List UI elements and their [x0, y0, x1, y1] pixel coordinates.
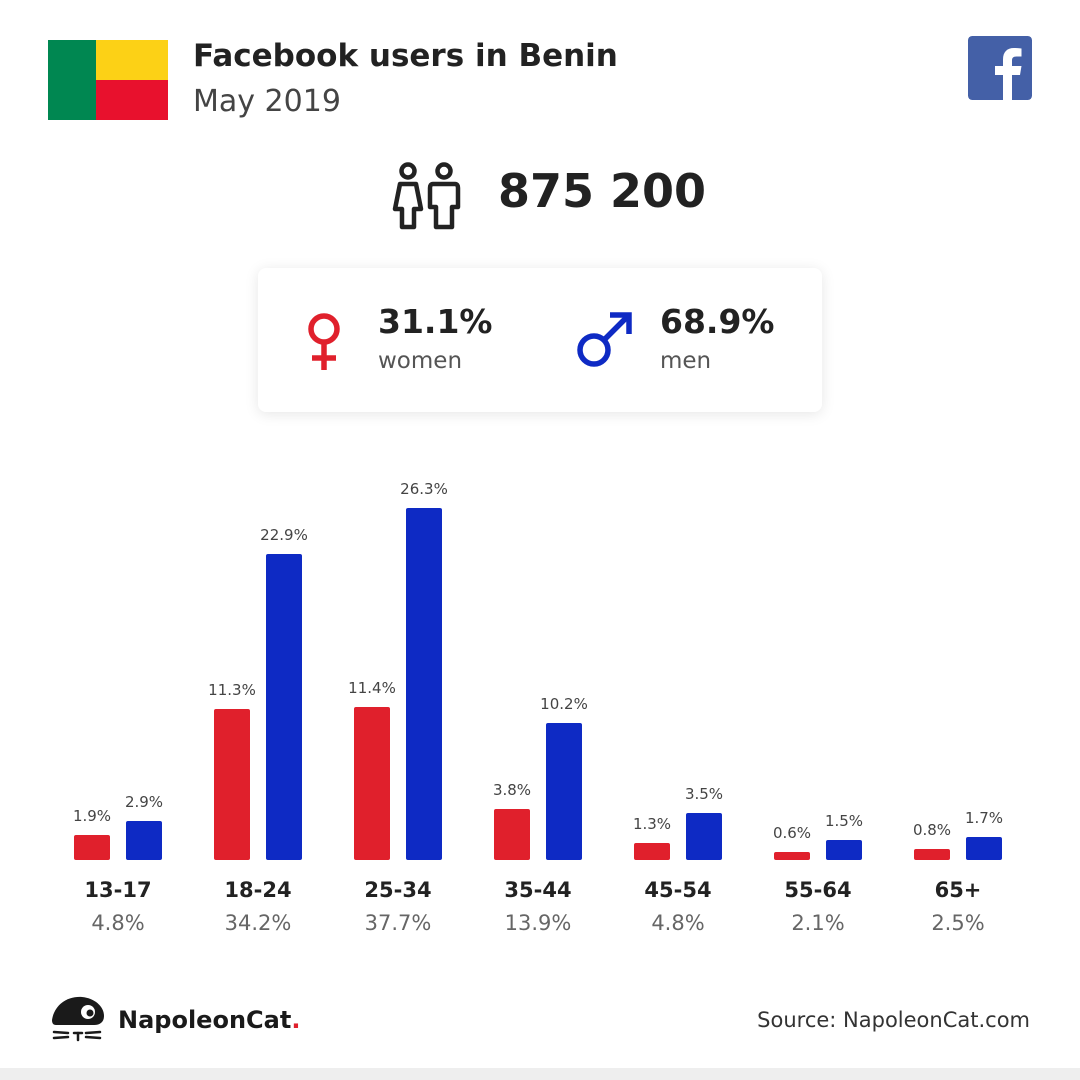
- brand-name: NapoleonCat: [118, 1006, 292, 1034]
- age-group-label: 55-64: [784, 878, 852, 902]
- bar-value-label: 0.8%: [912, 821, 952, 840]
- bar-value-label: 26.3%: [400, 480, 448, 498]
- bar-women-25-34: [354, 707, 390, 860]
- napoleoncat-wordmark: NapoleonCat.: [118, 1006, 300, 1034]
- bar-women-13-17: [74, 834, 110, 860]
- bar-value-label: 2.9%: [124, 793, 164, 812]
- page-subtitle: May 2019: [193, 84, 341, 119]
- age-group-label: 35-44: [504, 878, 572, 902]
- age-group-total: 4.8%: [91, 911, 145, 935]
- women-label: women: [378, 348, 463, 374]
- age-group-label: 18-24: [224, 878, 292, 902]
- flag-yellow-stripe: [96, 40, 168, 80]
- bar-value-label: 22.9%: [260, 525, 308, 544]
- bar-men-35-44: [546, 723, 582, 860]
- page-title: Facebook users in Benin: [193, 38, 618, 74]
- bar-value-label: 11.3%: [208, 680, 256, 699]
- age-group-total: 34.2%: [224, 911, 292, 935]
- age-group-label: 25-34: [364, 878, 432, 902]
- bar-women-55-64: [774, 851, 810, 860]
- bar-women-45-54: [634, 842, 670, 860]
- men-label: men: [660, 348, 712, 374]
- bar-value-label: 11.4%: [348, 679, 396, 698]
- age-group-label: 45-54: [644, 878, 712, 902]
- age-group-total: 2.1%: [791, 911, 845, 935]
- bar-men-65+: [966, 837, 1002, 860]
- bar-men-18-24: [266, 553, 302, 860]
- age-group-total: 37.7%: [364, 911, 432, 935]
- flag-red-stripe: [96, 80, 168, 120]
- footer-band: [0, 1068, 1080, 1080]
- total-users-value: 875 200: [498, 164, 707, 218]
- women-percent: 31.1%: [378, 302, 493, 341]
- users-icon: [392, 162, 461, 230]
- age-group-total: 4.8%: [651, 911, 705, 935]
- bar-women-18-24: [214, 708, 250, 860]
- bar-value-label: 3.5%: [684, 785, 724, 804]
- bar-value-label: 1.9%: [72, 806, 112, 825]
- bar-value-label: 0.6%: [772, 823, 812, 842]
- age-group-total: 2.5%: [931, 911, 985, 935]
- benin-flag-icon: [48, 40, 168, 120]
- bar-value-label: 10.2%: [540, 695, 588, 714]
- age-gender-bar-chart: 1.9% 2.9% 13-17 4.8% 11.3% 22.9% 18-24 34.2% 11.…: [0, 440, 1080, 960]
- facebook-logo-icon: [968, 36, 1032, 100]
- bar-men-45-54: [686, 813, 722, 860]
- bar-men-55-64: [826, 839, 862, 860]
- bar-men-13-17: [126, 821, 162, 860]
- bar-men-25-34: [406, 508, 442, 860]
- source-credit: Source: NapoleonCat.com: [757, 1008, 1030, 1032]
- napoleoncat-logo-icon: [52, 996, 104, 1042]
- bar-value-label: 1.7%: [964, 809, 1004, 828]
- men-percent: 68.9%: [660, 302, 775, 341]
- brand-dot: .: [291, 1006, 301, 1034]
- bar-women-65+: [914, 849, 950, 860]
- female-symbol-icon: [308, 313, 340, 370]
- gender-split-card: 31.1% women 68.9% men: [258, 268, 822, 412]
- bar-value-label: 1.3%: [632, 814, 672, 833]
- bar-value-label: 3.8%: [492, 781, 532, 800]
- age-group-label: 13-17: [84, 878, 152, 902]
- age-group-total: 13.9%: [504, 911, 572, 935]
- flag-green-stripe: [48, 40, 96, 120]
- bar-value-label: 1.5%: [824, 811, 864, 830]
- age-group-label: 65+: [934, 878, 982, 902]
- bar-women-35-44: [494, 809, 530, 860]
- male-symbol-icon: [577, 312, 632, 367]
